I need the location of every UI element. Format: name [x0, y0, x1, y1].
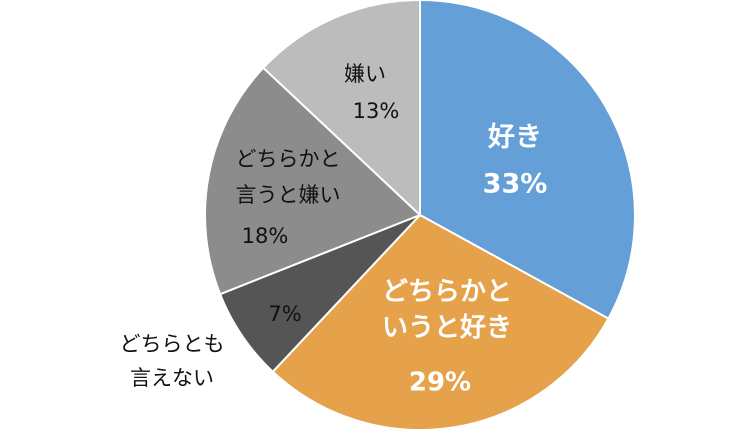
slice-label-line: いうと好き: [382, 313, 512, 343]
value-label: 7%: [268, 302, 301, 326]
slice-label-line: 言うと嫌い: [236, 183, 341, 207]
slice-label-line: どちらかと: [236, 147, 341, 171]
slice-label: 嫌い: [344, 62, 386, 86]
slice-label-line: どちらとも: [120, 332, 225, 356]
slice-label: どちらとも言えない: [120, 332, 225, 390]
pie-slice: [419, 0, 636, 320]
slice-label: 好き: [487, 122, 542, 153]
slice-label-line: どちらかと: [382, 277, 512, 307]
value-label: 33%: [483, 169, 548, 200]
value-label: 29%: [409, 368, 471, 398]
value-label: 13%: [353, 99, 400, 123]
pie-slice: [271, 213, 610, 431]
value-label: 18%: [242, 224, 289, 248]
slice-label: どちらかというと好き: [382, 277, 512, 343]
slice-label-line: 言えない: [130, 366, 214, 390]
slice-label-line: 嫌い: [344, 62, 386, 86]
slice-label: どちらかと言うと嫌い: [236, 147, 341, 207]
pie-slice: [204, 66, 422, 296]
pie-slice: [261, 0, 421, 218]
slice-label-line: 好き: [487, 122, 542, 153]
